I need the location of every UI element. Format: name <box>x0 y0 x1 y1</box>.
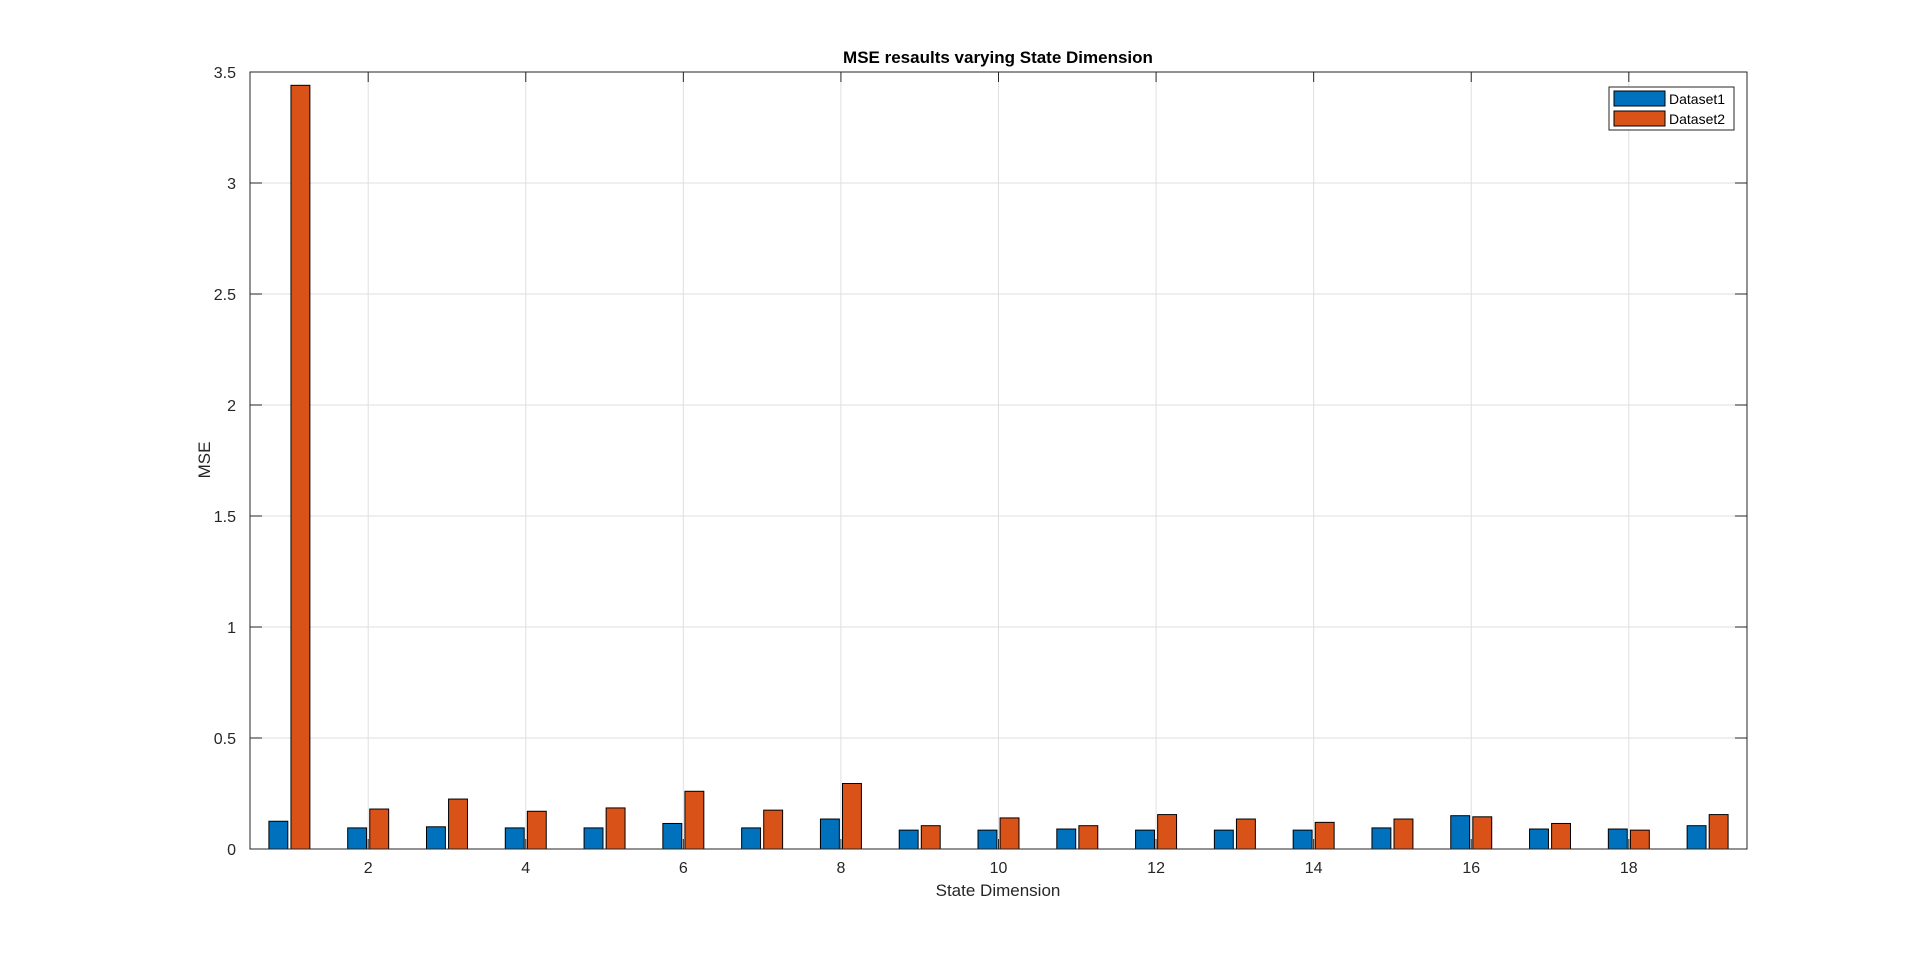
y-tick-label: 2 <box>227 398 236 415</box>
bar-dataset1-12 <box>1135 829 1156 850</box>
y-grid <box>250 182 1747 739</box>
bar-dataset2-5 <box>605 807 626 850</box>
bar-dataset2-11 <box>1078 825 1099 850</box>
legend-swatch-dataset2 <box>1613 110 1666 127</box>
bar-dataset2-14 <box>1314 821 1335 850</box>
y-axis-label: MSE <box>195 442 214 479</box>
bar-dataset2-16 <box>1472 816 1493 850</box>
x-tick-label: 2 <box>364 860 373 877</box>
bar-dataset1-19 <box>1686 825 1707 850</box>
bar-dataset2-3 <box>448 798 468 850</box>
bar-dataset2-8 <box>841 783 862 850</box>
bar-dataset1-11 <box>1056 828 1077 850</box>
bar-dataset1-6 <box>662 822 683 850</box>
bar-dataset1-2 <box>347 827 368 850</box>
legend-label-dataset1: Dataset1 <box>1669 91 1725 107</box>
x-tick-label: 16 <box>1462 860 1480 877</box>
y-tick-label: 1.5 <box>214 509 236 526</box>
x-tick-label: 4 <box>521 860 530 877</box>
bar-dataset2-19 <box>1708 814 1729 850</box>
legend-swatch-dataset1 <box>1613 90 1666 107</box>
y-tick-label: 0.5 <box>214 731 236 748</box>
y-tick-label: 3 <box>227 176 236 193</box>
x-tick-label: 12 <box>1147 860 1165 877</box>
bar-dataset2-6 <box>684 790 705 850</box>
bar-dataset2-12 <box>1157 814 1178 850</box>
bar-dataset2-18 <box>1629 829 1650 850</box>
bar-dataset2-2 <box>369 808 390 850</box>
bar-dataset1-18 <box>1607 828 1628 850</box>
x-axis-ticks: 2 4 6 8 10 12 14 16 18 <box>364 72 1638 877</box>
bar-dataset1-13 <box>1213 829 1234 850</box>
x-tick-label: 18 <box>1620 860 1638 877</box>
bar-dataset1-1 <box>268 820 289 850</box>
bar-dataset1-9 <box>898 829 919 850</box>
bar-dataset2-15 <box>1393 818 1414 850</box>
bar-dataset1-4 <box>504 827 525 850</box>
bar-dataset2-10 <box>999 817 1020 850</box>
x-tick-label: 6 <box>679 860 688 877</box>
bar-series <box>268 84 1729 850</box>
bar-dataset1-14 <box>1292 829 1313 850</box>
x-tick-label: 8 <box>836 860 845 877</box>
bar-dataset1-7 <box>741 827 762 850</box>
x-tick-label: 10 <box>990 860 1008 877</box>
x-axis-label: State Dimension <box>936 881 1061 900</box>
bar-dataset2-1 <box>290 84 311 850</box>
legend-label-dataset2: Dataset2 <box>1669 111 1725 127</box>
legend: Dataset1 Dataset2 <box>1608 86 1735 131</box>
y-tick-label: 2.5 <box>214 287 236 304</box>
bar-dataset2-4 <box>526 810 547 850</box>
y-tick-label: 1 <box>227 620 236 637</box>
bar-dataset2-7 <box>763 809 784 850</box>
bar-dataset1-10 <box>977 829 998 850</box>
chart-title: MSE resaults varying State Dimension <box>843 48 1153 67</box>
bar-dataset1-16 <box>1450 815 1471 850</box>
bar-dataset1-5 <box>583 827 604 850</box>
x-grid <box>367 72 1630 849</box>
bar-dataset2-17 <box>1551 822 1572 850</box>
bar-dataset1-3 <box>425 826 446 850</box>
bar-dataset1-15 <box>1371 827 1392 850</box>
y-tick-label: 3.5 <box>214 65 236 82</box>
x-tick-label: 14 <box>1305 860 1323 877</box>
bar-dataset2-13 <box>1235 818 1256 850</box>
bar-dataset2-9 <box>920 825 941 850</box>
bar-dataset1-8 <box>819 818 840 850</box>
y-tick-label: 0 <box>227 842 236 859</box>
bar-dataset1-17 <box>1529 828 1549 850</box>
y-axis-ticks: 0 0.5 1 1.5 2 2.5 3 3.5 <box>214 65 1747 859</box>
